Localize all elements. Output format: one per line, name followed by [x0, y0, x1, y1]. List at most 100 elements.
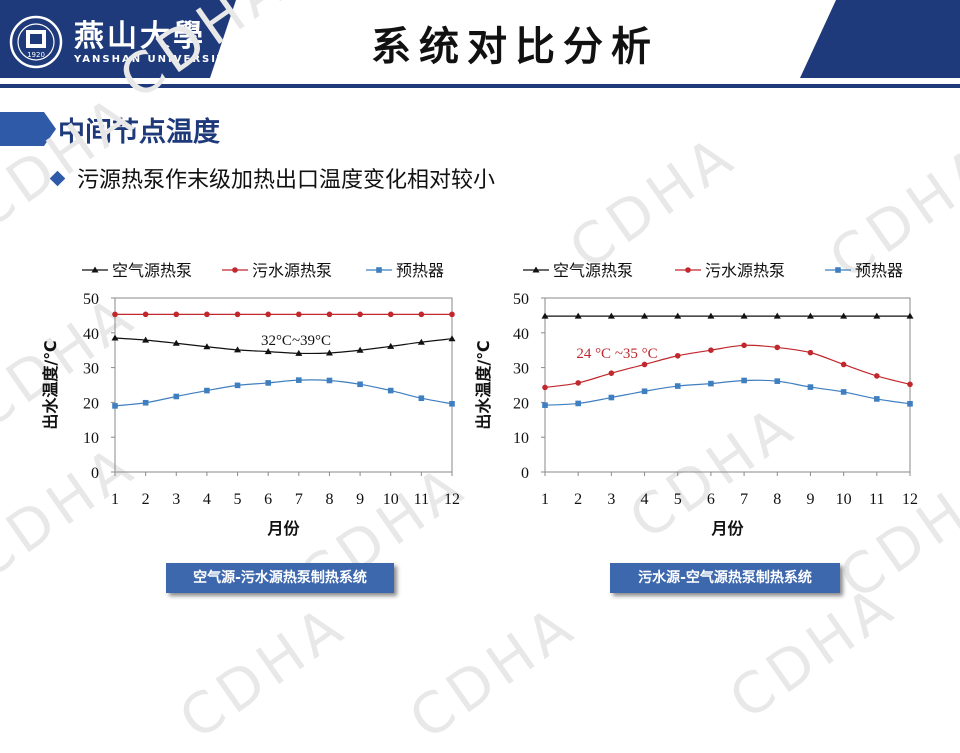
data-point-circle: [641, 361, 648, 368]
data-point-circle: [112, 311, 118, 318]
logo-name-en: YANSHAN UNIVERSITY: [74, 53, 236, 65]
data-point-circle: [204, 311, 210, 318]
data-point-circle: [326, 311, 333, 318]
data-point-circle: [173, 311, 180, 318]
data-point-square: [112, 403, 118, 409]
y-tick-label: 10: [83, 430, 99, 447]
chart-caption-left: 空气源-污水源热泵制热系统: [166, 563, 394, 593]
data-point-circle: [234, 311, 241, 318]
x-tick-label: 2: [142, 491, 150, 508]
page-title: 系统对比分析: [371, 24, 659, 70]
y-tick-label: 30: [513, 361, 529, 378]
data-point-triangle: [172, 339, 180, 346]
x-tick-label: 1: [111, 491, 119, 508]
data-point-square: [326, 377, 333, 384]
data-point-circle: [357, 311, 363, 318]
section-title: 中间节点温度: [58, 117, 220, 148]
x-tick-label: 11: [869, 491, 884, 508]
x-tick-label: 10: [836, 491, 852, 508]
data-point-square: [807, 384, 814, 390]
y-axis-label: 出水温度/℃: [474, 340, 493, 429]
x-tick-label: 6: [264, 491, 272, 508]
series-line-circle: [544, 344, 911, 389]
data-point-square: [449, 400, 455, 407]
data-point-square: [265, 380, 271, 386]
x-tick-label: 4: [641, 491, 649, 508]
y-tick-label: 30: [83, 361, 99, 378]
legend-entry: 预热器: [396, 261, 444, 280]
data-point-triangle: [906, 312, 914, 319]
data-point-triangle: [111, 334, 119, 341]
series-line-square: [114, 379, 453, 407]
data-point-triangle: [773, 312, 781, 319]
bullet-point: 污源热泵作末级加热出口温度变化相对较小: [49, 162, 496, 194]
logo-year: 1920: [27, 51, 45, 59]
data-point-square: [142, 399, 149, 406]
data-point-triangle: [448, 335, 456, 342]
data-point-triangle: [356, 346, 364, 353]
range-annotation: 24 °C ~35 °C: [576, 346, 657, 362]
series-line-triangle: [114, 337, 453, 355]
data-point-triangle: [264, 348, 272, 355]
data-point-circle: [387, 311, 394, 318]
data-point-square: [674, 383, 681, 389]
chart-caption-right: 污水源-空气源热泵制热系统: [610, 563, 840, 593]
x-tick-label: 11: [414, 491, 429, 508]
y-tick-label: 20: [513, 395, 529, 412]
data-point-triangle: [707, 312, 715, 319]
data-point-square: [741, 377, 747, 384]
data-point-triangle: [641, 312, 649, 319]
x-tick-label: 8: [773, 491, 781, 508]
data-point-triangle: [806, 312, 814, 319]
university-logo: 1920 燕山大學 YANSHAN UNIVERSITY: [8, 10, 235, 74]
legend-marker: [232, 267, 238, 273]
data-point-circle: [265, 311, 271, 318]
x-tick-label: 6: [707, 491, 715, 508]
data-point-circle: [608, 370, 615, 376]
x-tick-label: 3: [607, 491, 615, 508]
legend-marker: [685, 267, 691, 273]
data-point-circle: [741, 342, 747, 349]
x-tick-label: 4: [203, 491, 211, 508]
data-point-triangle: [607, 312, 615, 319]
bullet-text: 污源热泵作末级加热出口温度变化相对较小: [77, 168, 496, 193]
data-point-circle: [774, 344, 781, 351]
data-point-circle: [575, 380, 581, 386]
data-point-triangle: [574, 312, 582, 319]
data-point-square: [542, 402, 548, 408]
charts-layer: 010203040501 2 3 4 5 6 7 8 9 10 11 12月份出水温度/℃空气源热泵污…: [41, 261, 918, 538]
data-point-triangle: [417, 338, 425, 345]
y-tick-label: 40: [83, 326, 99, 343]
x-tick-label: 12: [444, 491, 460, 508]
x-tick-label: 5: [674, 491, 682, 508]
section-arrow-icon: [0, 112, 56, 146]
y-tick-label: 50: [513, 291, 529, 308]
legend-entry: 预热器: [855, 261, 903, 280]
data-point-square: [387, 387, 394, 394]
data-point-triangle: [142, 336, 150, 343]
legend-entry: 空气源热泵: [112, 261, 192, 280]
x-tick-label: 3: [172, 491, 180, 508]
x-tick-label: 12: [902, 491, 918, 508]
y-tick-label: 0: [91, 465, 99, 482]
data-point-square: [173, 393, 180, 400]
x-tick-label: 8: [325, 491, 333, 508]
data-point-square: [418, 395, 425, 402]
data-point-circle: [674, 352, 681, 359]
line-chart-right: 010203040501 2 3 4 5 6 7 8 9 10 11 12月份出水温度/℃空气源热泵污…: [474, 261, 918, 538]
data-point-square: [907, 400, 913, 407]
slide-header: 1920 燕山大學 YANSHAN UNIVERSITY 系统对比分析: [0, 0, 960, 92]
data-point-square: [874, 396, 880, 402]
header-banner: [0, 0, 960, 88]
x-axis-label: 月份: [710, 519, 744, 538]
x-tick-label: 5: [234, 491, 242, 508]
range-annotation: 32°C~39°C: [261, 333, 331, 349]
legend-marker: [376, 267, 382, 273]
legend-marker: [532, 266, 540, 273]
data-point-triangle: [674, 312, 682, 319]
y-tick-label: 20: [83, 395, 99, 412]
data-point-square: [774, 378, 781, 384]
data-point-triangle: [740, 312, 748, 319]
data-point-circle: [907, 381, 913, 388]
legend-entry: 污水源热泵: [705, 261, 785, 280]
